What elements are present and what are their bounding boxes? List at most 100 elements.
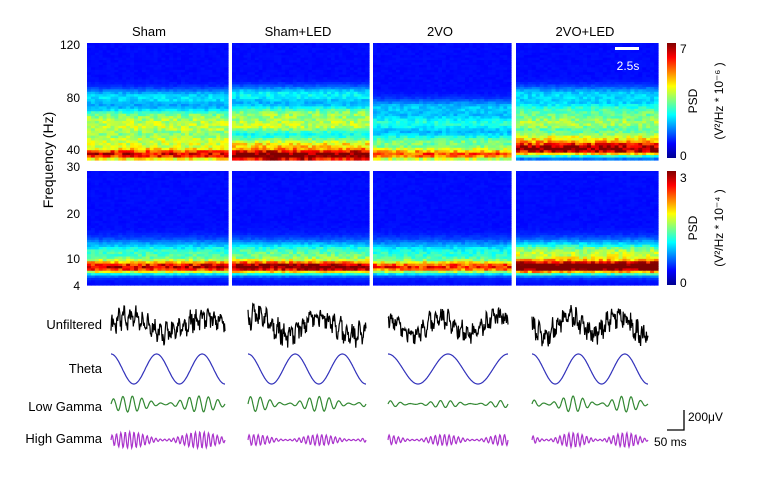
spectrogram-cell [289, 103, 294, 107]
spectrogram-cell [149, 47, 155, 51]
spectrogram-cell [419, 116, 424, 120]
spectrogram-cell [476, 130, 481, 134]
spectrogram-cell [184, 101, 190, 105]
spectrogram-cell [149, 84, 155, 88]
spectrogram-cell [173, 155, 178, 159]
spectrogram-cell [480, 82, 485, 86]
spectrogram-cell [461, 86, 466, 90]
spectrogram-cell [292, 77, 298, 81]
spectrogram-cell [224, 60, 229, 64]
spectrogram-cell [495, 125, 501, 129]
spectrogram-cell [449, 89, 455, 93]
spectrogram-cell [137, 145, 143, 149]
spectrogram-cell [399, 125, 405, 129]
spectrogram-cell [98, 130, 104, 134]
spectrogram-cell [184, 133, 190, 137]
spectrogram-cell [212, 67, 217, 71]
spectrogram-cell [484, 77, 489, 81]
spectrogram-cell [507, 86, 512, 90]
spectrogram-cell [323, 133, 328, 137]
spectrogram-cell [122, 116, 127, 120]
spectrogram-cell [308, 47, 313, 51]
spectrogram-cell [141, 89, 147, 93]
spectrogram-cell [196, 106, 202, 110]
spectrogram-cell [319, 57, 324, 61]
spectrogram-cell [216, 121, 221, 125]
spectrogram-cell [507, 125, 512, 129]
spectrogram-cell [480, 111, 485, 115]
spectrogram-cell [157, 133, 163, 137]
spectrogram-cell [319, 86, 324, 90]
spectrogram-cell [110, 118, 116, 122]
spectrogram-cell [239, 57, 245, 61]
spectrogram-cell [200, 147, 206, 151]
spectrogram-cell [165, 121, 170, 125]
spectrogram-cell [204, 150, 210, 154]
spectrogram-cell [173, 91, 178, 95]
spectrogram-cell [153, 157, 159, 161]
spectrogram-cell [285, 55, 290, 59]
spectrogram-cell [380, 84, 386, 88]
spectrogram-cell [388, 103, 393, 107]
spectrogram-cell [311, 152, 317, 156]
spectrogram-cell [399, 96, 405, 100]
spectrogram-cell [396, 130, 401, 134]
spectrogram-cell [300, 89, 305, 93]
spectrogram-cell [141, 47, 147, 51]
spectrogram-cell [415, 45, 420, 49]
spectrogram-cell [153, 89, 159, 93]
spectrogram-cell [254, 128, 260, 132]
spectrogram-cell [338, 52, 343, 56]
spectrogram-cell [330, 45, 336, 49]
spectrogram-cell [98, 64, 104, 68]
spectrogram-cell [315, 133, 321, 137]
spectrogram-cell [327, 113, 332, 117]
spectrogram-cell [212, 152, 217, 156]
spectrogram-cell [411, 118, 416, 122]
spectrogram-cell [430, 69, 435, 73]
spectrogram-cell [407, 79, 412, 83]
spectrogram-cell [181, 50, 186, 54]
spectrogram-cell [169, 123, 174, 127]
spectrogram-cell [449, 64, 455, 68]
spectrogram-cell [130, 45, 135, 49]
spectrogram-cell [430, 89, 435, 93]
spectrogram-cell [422, 96, 428, 100]
spectrogram-cell [499, 118, 504, 122]
spectrogram-cell [94, 74, 100, 78]
spectrogram-cell [216, 82, 221, 86]
spectrogram-cell [453, 128, 458, 132]
spectrogram-cell [415, 72, 420, 76]
spectrogram-cell [266, 135, 271, 139]
spectrogram-cell [216, 140, 221, 144]
spectrogram-cell [442, 125, 447, 129]
spectrogram-cell [308, 101, 313, 105]
spectrogram-cell [445, 140, 451, 144]
spectrogram-cell [365, 103, 370, 107]
spectrogram-cell [141, 60, 147, 64]
spectrogram-cell [472, 77, 478, 81]
spectrogram-cell [188, 91, 194, 95]
spectrogram-cell [415, 84, 420, 88]
spectrogram-cell [453, 125, 458, 129]
spectrogram-cell [315, 72, 321, 76]
spectrogram-cell [188, 138, 194, 142]
spectrogram-cell [173, 157, 178, 161]
spectrogram-cell [365, 60, 370, 64]
spectrogram-cell [208, 140, 213, 144]
spectrogram-cell [251, 116, 256, 120]
spectrogram-cell [200, 67, 206, 71]
spectrogram-cell [342, 79, 347, 83]
spectrogram-cell [177, 128, 182, 132]
spectrogram-cell [349, 130, 355, 134]
spectrogram-cell [338, 79, 343, 83]
spectrogram-cell [110, 111, 116, 115]
spectrogram-cell [327, 67, 332, 71]
spectrogram-cell [188, 94, 194, 98]
spectrogram-cell [216, 72, 221, 76]
spectrogram-cell [134, 135, 139, 139]
spectrogram-cell [254, 89, 260, 93]
spectrogram-cell [220, 121, 225, 125]
spectrogram-cell [126, 47, 131, 51]
spectrogram-cell [422, 84, 428, 88]
